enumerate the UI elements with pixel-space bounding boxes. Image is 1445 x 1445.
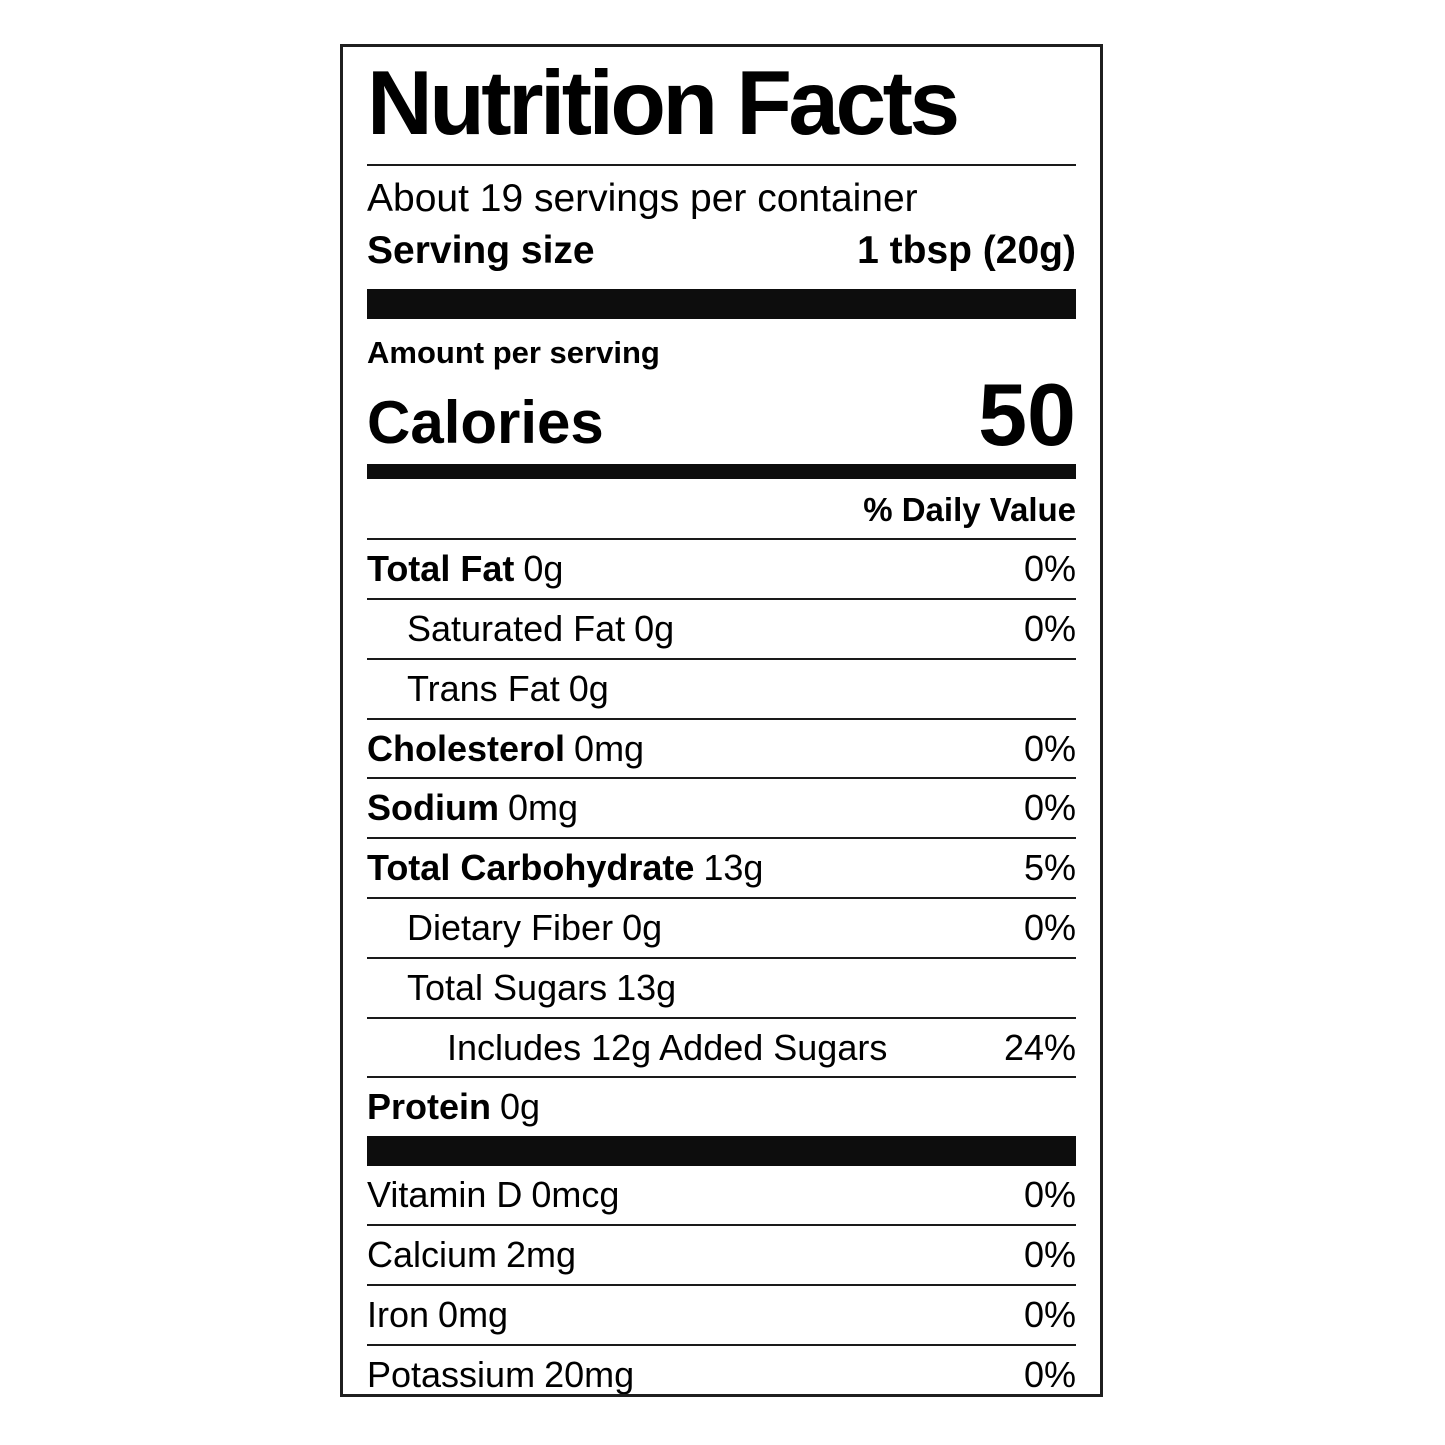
nutrient-name: Dietary Fiber: [407, 907, 614, 948]
nutrient-name: Saturated Fat: [407, 608, 626, 650]
nutrient-name: Protein: [367, 1086, 492, 1128]
nutrient-name: Trans Fat: [407, 667, 560, 709]
divider-under-title: [367, 163, 1076, 166]
nutrient-amount: 13g: [703, 847, 764, 889]
separator-bar-thick-top: [367, 288, 1076, 319]
micronutrient-row-iron: Iron 0mg 0%: [367, 1283, 1076, 1344]
amount-per-serving-label: Amount per serving: [367, 334, 660, 370]
nutrient-dv: 0%: [1023, 608, 1076, 650]
nutrient-row-saturated-fat: Saturated Fat 0g 0%: [367, 598, 1076, 658]
nutrient-dv: 5%: [1023, 847, 1076, 889]
micronutrient-dv: 0%: [1023, 1233, 1076, 1275]
nutrient-row-dietary-fiber: Dietary Fiber 0g 0%: [367, 897, 1076, 957]
micronutrient-row-calcium: Calcium 2mg 0%: [367, 1223, 1076, 1284]
serving-size-label: Serving size: [367, 228, 595, 272]
nutrient-row-sodium: Sodium 0mg 0%: [367, 777, 1076, 837]
nutrient-row-total-carbohydrate: Total Carbohydrate 13g 5%: [367, 837, 1076, 897]
micronutrient-amount: 0mg: [438, 1293, 509, 1335]
nutrient-dv: 0%: [1023, 787, 1076, 829]
nutrient-name: Total Sugars: [407, 966, 608, 1008]
calories-value: 50: [978, 364, 1076, 464]
nutrient-row-cholesterol: Cholesterol 0mg 0%: [367, 717, 1076, 778]
nutrient-amount: 0g: [568, 667, 609, 709]
micronutrient-dv: 0%: [1023, 1174, 1076, 1216]
nutrient-name: Includes 12g Added Sugars: [447, 1026, 888, 1068]
separator-bar-thick-bottom: [367, 1136, 1076, 1167]
nutrient-dv: 24%: [1003, 1026, 1076, 1068]
micronutrient-row-vitamin-d: Vitamin D 0mcg 0%: [367, 1166, 1076, 1224]
micronutrient-name: Calcium: [367, 1233, 498, 1275]
nutrient-name: Cholesterol: [367, 727, 566, 769]
micronutrient-name: Potassium: [367, 1353, 536, 1395]
label-title: Nutrition Facts: [367, 53, 960, 154]
nutrient-dv: 0%: [1023, 907, 1076, 948]
nutrient-row-added-sugars: Includes 12g Added Sugars 24%: [367, 1016, 1076, 1077]
calories-row: Calories 50: [367, 364, 1076, 464]
micronutrient-amount: 2mg: [506, 1233, 577, 1275]
nutrient-dv: 0%: [1023, 727, 1076, 769]
serving-size-value: 1 tbsp (20g): [857, 228, 1076, 272]
daily-value-header: % Daily Value: [863, 491, 1076, 529]
micronutrient-dv: 0%: [1023, 1293, 1076, 1335]
serving-size-row: Serving size 1 tbsp (20g): [367, 223, 1076, 289]
micronutrient-row-potassium: Potassium 20mg 0%: [367, 1343, 1076, 1395]
nutrition-facts-label: Nutrition Facts About 19 servings per co…: [340, 44, 1103, 1397]
nutrient-row-trans-fat: Trans Fat 0g: [367, 657, 1076, 718]
micronutrient-amount: 0mcg: [531, 1174, 620, 1216]
nutrient-amount: 0g: [523, 548, 564, 590]
micronutrient-name: Iron: [367, 1293, 430, 1335]
micronutrient-dv: 0%: [1023, 1353, 1076, 1395]
nutrient-amount: 0g: [622, 907, 663, 948]
servings-per-container: About 19 servings per container: [367, 176, 918, 220]
nutrient-amount: 0g: [634, 608, 675, 650]
nutrient-name: Total Carbohydrate: [367, 847, 695, 889]
nutrient-amount: 0g: [500, 1086, 541, 1128]
nutrient-amount: 0mg: [508, 787, 579, 829]
nutrient-row-total-fat: Total Fat 0g 0%: [367, 538, 1076, 598]
nutrient-dv: 0%: [1023, 548, 1076, 590]
nutrient-name: Total Fat: [367, 548, 515, 590]
separator-bar-medium: [367, 464, 1076, 480]
nutrient-amount: 0mg: [574, 727, 645, 769]
micronutrient-name: Vitamin D: [367, 1174, 523, 1216]
nutrient-row-protein: Protein 0g: [367, 1076, 1076, 1136]
nutrient-name: Sodium: [367, 787, 499, 829]
calories-label: Calories: [367, 389, 604, 457]
nutrient-row-total-sugars: Total Sugars 13g: [367, 956, 1076, 1017]
nutrient-amount: 13g: [616, 966, 677, 1008]
micronutrient-amount: 20mg: [544, 1353, 635, 1395]
